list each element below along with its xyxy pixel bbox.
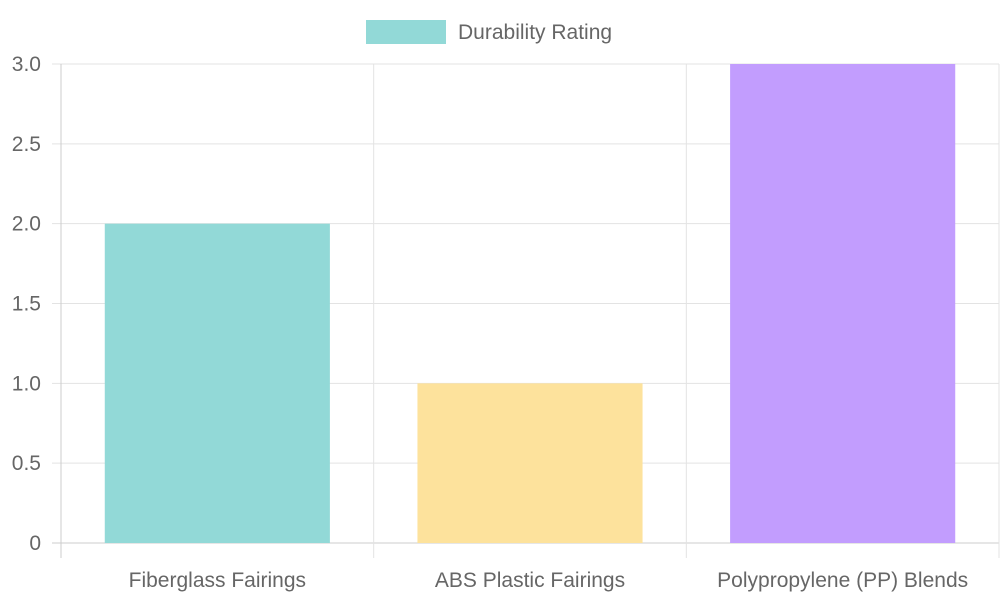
y-tick-label: 2.5 <box>12 133 41 156</box>
legend-swatch[interactable] <box>366 20 446 44</box>
x-tick-label: Polypropylene (PP) Blends <box>717 569 968 592</box>
bar[interactable] <box>104 223 330 543</box>
x-tick-label: Fiberglass Fairings <box>129 569 306 592</box>
y-tick-label: 1.0 <box>12 372 41 395</box>
y-tick-label: 3.0 <box>12 53 41 76</box>
bars <box>104 64 956 543</box>
y-tick-label: 1.5 <box>12 293 41 316</box>
x-tick-label: ABS Plastic Fairings <box>435 569 625 592</box>
legend[interactable]: Durability Rating <box>366 20 612 44</box>
y-tick-label: 0.5 <box>12 452 41 475</box>
bar[interactable] <box>730 64 956 543</box>
axes: 0 0.5 1.0 1.5 2.0 2.5 3.0 Fiberglass Fairings AB… <box>12 53 968 592</box>
bar[interactable] <box>417 383 643 543</box>
y-tick-label: 0 <box>29 532 41 555</box>
y-tick-label: 2.0 <box>12 213 41 236</box>
legend-label[interactable]: Durability Rating <box>458 21 612 44</box>
